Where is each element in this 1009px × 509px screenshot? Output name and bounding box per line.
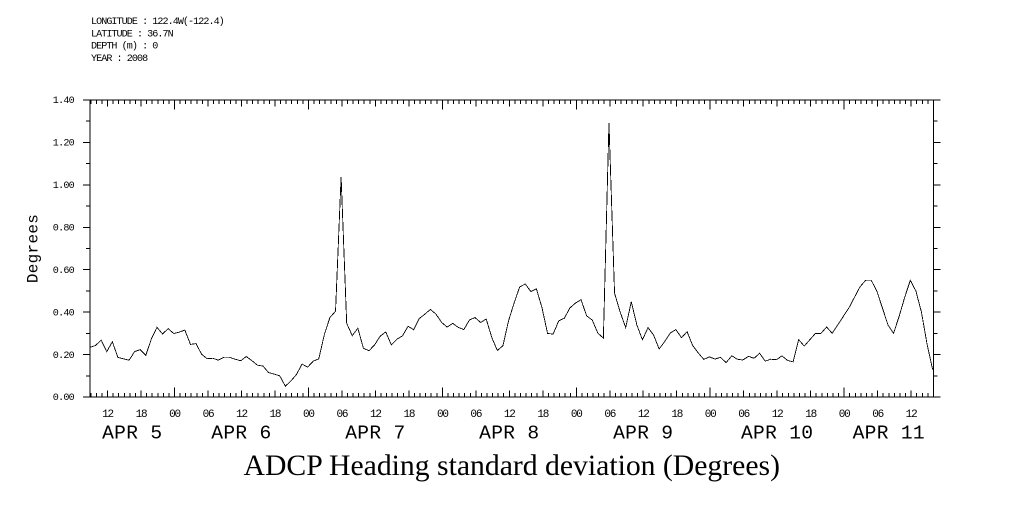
svg-text:12: 12 [638, 409, 649, 421]
svg-text:00: 00 [571, 409, 582, 421]
svg-text:1.00: 1.00 [53, 181, 75, 192]
svg-text:18: 18 [671, 409, 682, 421]
svg-text:APR 7: APR 7 [345, 423, 405, 445]
svg-text:12: 12 [102, 409, 113, 421]
svg-text:APR 9: APR 9 [613, 423, 673, 445]
svg-text:0.00: 0.00 [53, 393, 75, 404]
svg-text:06: 06 [203, 409, 214, 421]
svg-text:Degrees: Degrees [25, 214, 43, 283]
svg-text:YEAR : 2008: YEAR : 2008 [91, 54, 148, 65]
svg-text:18: 18 [537, 409, 548, 421]
svg-text:18: 18 [270, 409, 281, 421]
svg-text:12: 12 [906, 409, 917, 421]
svg-text:06: 06 [604, 409, 615, 421]
svg-text:DEPTH (m) : 0: DEPTH (m) : 0 [91, 41, 158, 53]
svg-text:0.60: 0.60 [53, 266, 75, 277]
svg-text:APR 11: APR 11 [853, 423, 925, 445]
svg-text:0.80: 0.80 [53, 223, 75, 234]
svg-text:ADCP Heading standard deviatio: ADCP Heading standard deviation (Degrees… [244, 450, 780, 482]
svg-text:18: 18 [805, 409, 816, 421]
svg-text:0.20: 0.20 [53, 351, 75, 362]
svg-text:00: 00 [705, 409, 716, 421]
svg-text:0.40: 0.40 [53, 308, 75, 319]
svg-text:APR 10: APR 10 [741, 423, 813, 445]
svg-text:18: 18 [403, 409, 414, 421]
svg-text:06: 06 [470, 409, 481, 421]
svg-text:00: 00 [839, 409, 850, 421]
svg-text:00: 00 [303, 409, 314, 421]
svg-text:12: 12 [504, 409, 515, 421]
svg-text:06: 06 [872, 409, 883, 421]
svg-text:LATITUDE : 36.7N: LATITUDE : 36.7N [91, 29, 174, 40]
svg-text:18: 18 [136, 409, 147, 421]
svg-text:1.40: 1.40 [53, 96, 75, 107]
svg-text:1.20: 1.20 [53, 139, 75, 150]
svg-text:12: 12 [772, 409, 783, 421]
svg-text:12: 12 [370, 409, 381, 421]
svg-text:LONGITUDE : 122.4W(-122.4): LONGITUDE : 122.4W(-122.4) [91, 16, 224, 28]
svg-text:06: 06 [337, 409, 348, 421]
svg-text:06: 06 [738, 409, 749, 421]
svg-text:12: 12 [236, 409, 247, 421]
svg-text:APR 8: APR 8 [479, 423, 539, 445]
svg-text:APR 6: APR 6 [211, 423, 271, 445]
svg-text:APR 5: APR 5 [102, 423, 162, 445]
svg-text:00: 00 [437, 409, 448, 421]
svg-text:00: 00 [169, 409, 180, 421]
